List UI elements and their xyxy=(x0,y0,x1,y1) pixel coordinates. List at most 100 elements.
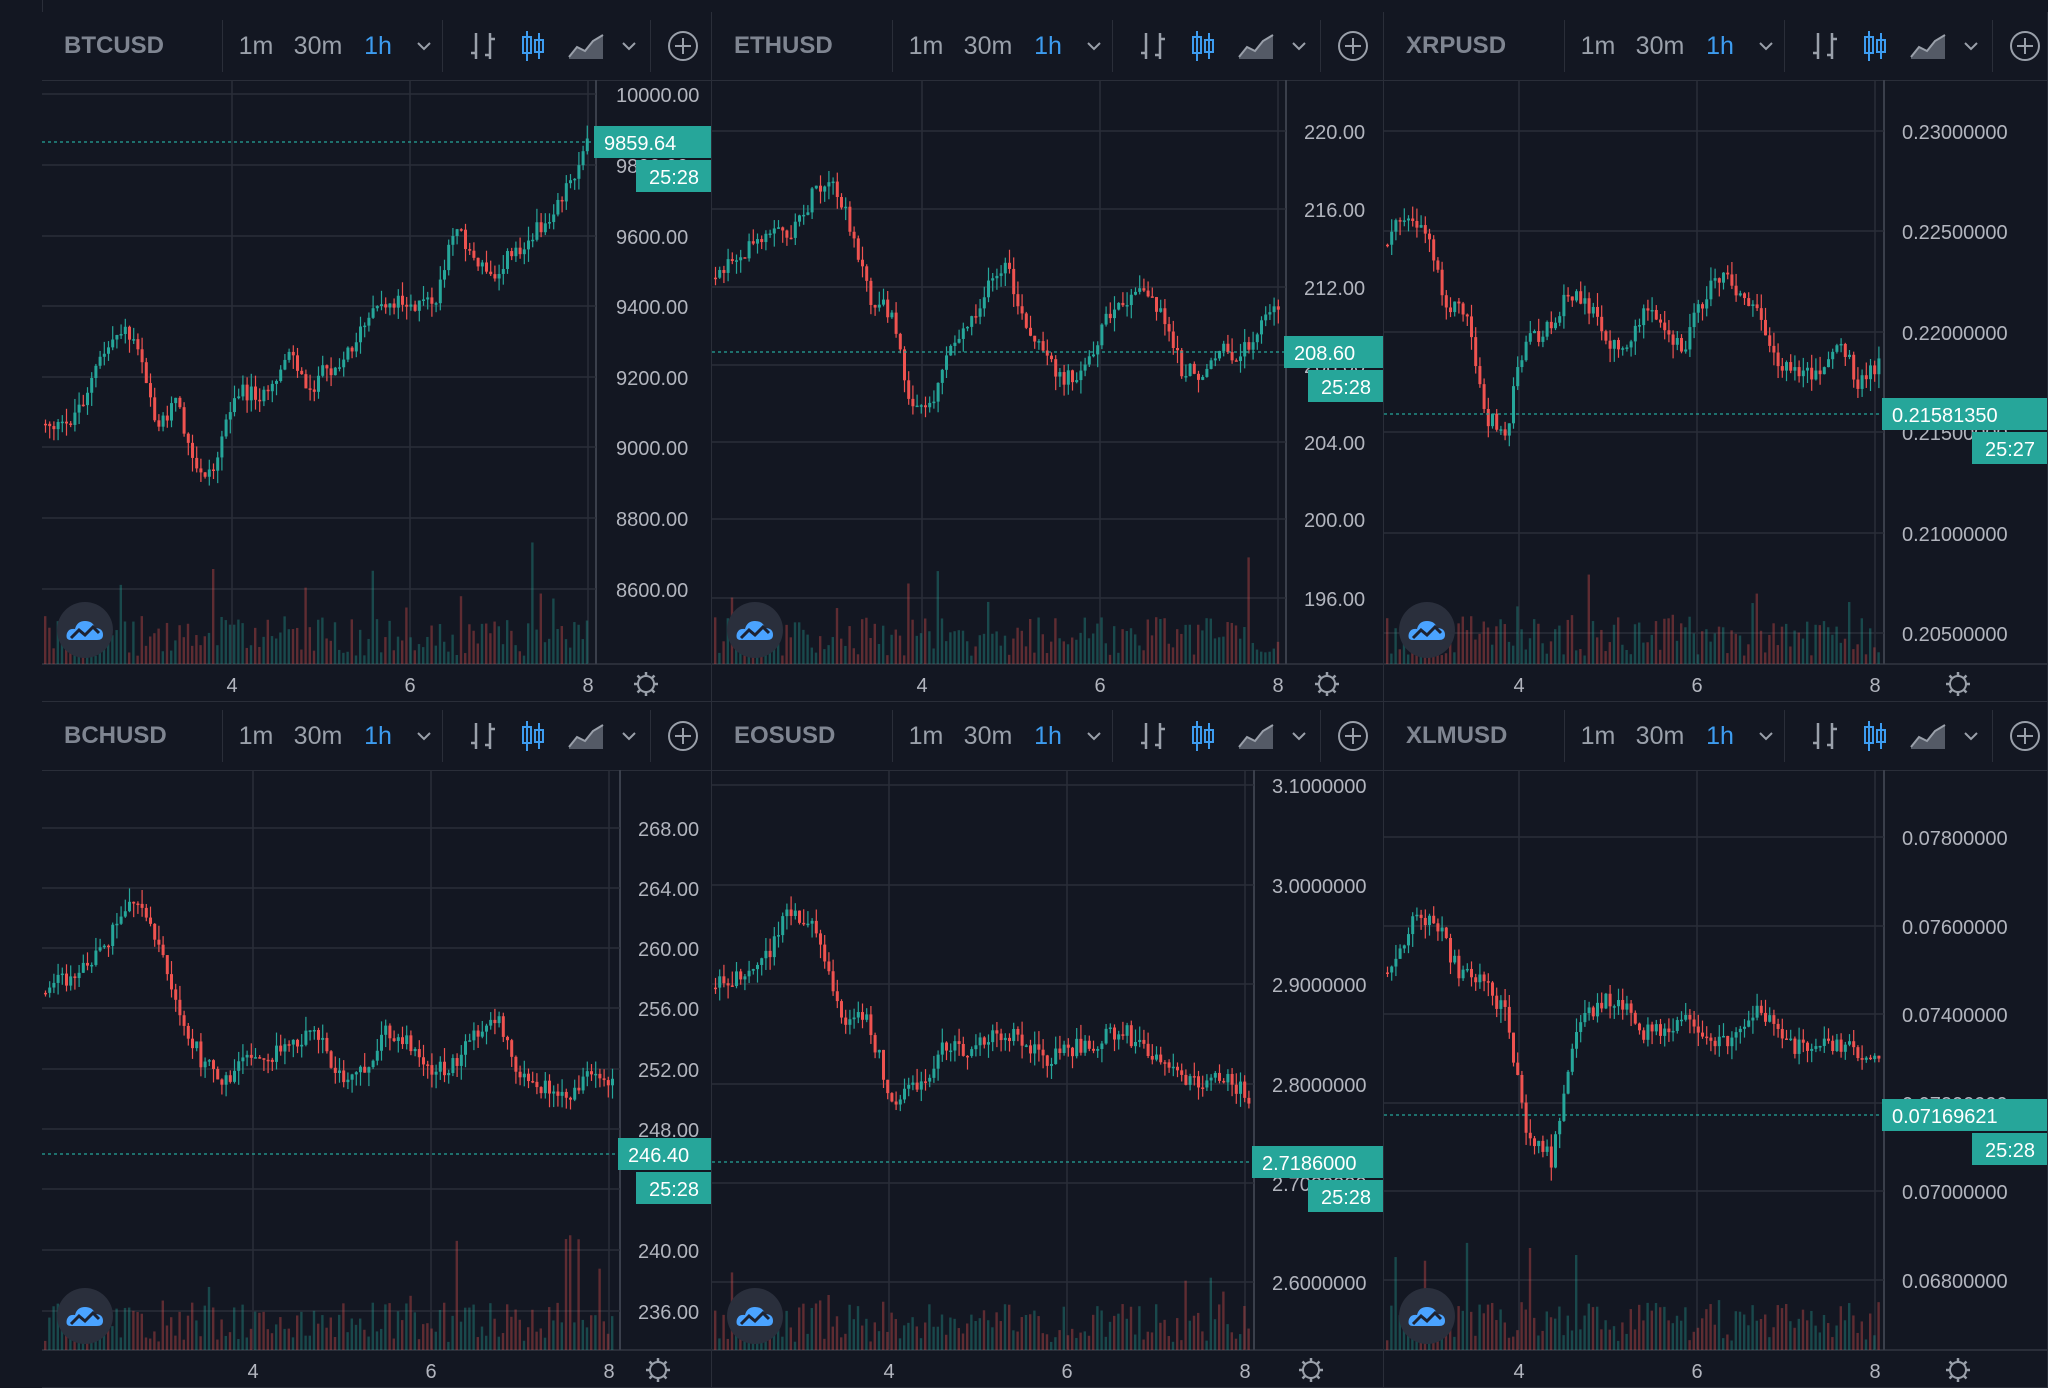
chart-type-chevron-down-icon[interactable] xyxy=(614,702,644,770)
interval-1m-button[interactable]: 1m xyxy=(908,721,944,750)
area-chart-icon[interactable] xyxy=(1900,702,1956,770)
interval-1m-button[interactable]: 1m xyxy=(1580,721,1616,750)
symbol-label[interactable]: XLMUSD xyxy=(1406,722,1508,749)
candle-chart-icon[interactable] xyxy=(1178,12,1228,80)
chart-panel-eosusd[interactable]: EOSUSD 1m 30m 1h 3.1000000 3.0000000 2.9000000… xyxy=(712,702,1384,1388)
bar-countdown-label: 25:28 xyxy=(1985,1140,2035,1162)
interval-30m-button[interactable]: 30m xyxy=(963,721,1013,750)
add-icon[interactable] xyxy=(658,702,708,770)
interval-1m-button[interactable]: 1m xyxy=(908,31,944,60)
add-icon[interactable] xyxy=(658,12,708,80)
time-tick-label: 4 xyxy=(1513,675,1524,697)
cloud-logo-icon[interactable] xyxy=(1399,1288,1455,1344)
settings-gear-icon[interactable] xyxy=(1299,1358,1323,1382)
chart-toolbar: ETHUSD 1m 30m 1h xyxy=(712,12,1383,81)
interval-1h-button[interactable]: 1h xyxy=(1034,721,1062,750)
cloud-logo-icon[interactable] xyxy=(1399,602,1455,658)
symbol-label[interactable]: BCHUSD xyxy=(64,722,167,749)
area-chart-icon[interactable] xyxy=(1228,12,1284,80)
interval-1h-button[interactable]: 1h xyxy=(364,31,392,60)
chart-panel-bchusd[interactable]: BCHUSD 1m 30m 1h 268.00 264.00 260.00 256.00 252… xyxy=(42,702,712,1388)
cloud-logo-icon[interactable] xyxy=(727,602,783,658)
interval-30m-button[interactable]: 30m xyxy=(1635,721,1685,750)
candle-chart-icon[interactable] xyxy=(1178,702,1228,770)
chart-type-chevron-down-icon[interactable] xyxy=(1956,12,1986,80)
candle-chart-icon[interactable] xyxy=(1850,12,1900,80)
price-tick-label: 0.20500000 xyxy=(1902,624,2008,646)
price-tick-label: 268.00 xyxy=(638,819,699,841)
countdown-label-bg xyxy=(636,1172,711,1204)
add-icon[interactable] xyxy=(2000,12,2047,80)
interval-chevron-down-icon[interactable] xyxy=(406,702,442,770)
bar-countdown-label: 25:28 xyxy=(649,1179,699,1201)
interval-1h-button[interactable]: 1h xyxy=(1706,31,1734,60)
interval-chevron-down-icon[interactable] xyxy=(1748,702,1784,770)
settings-gear-icon[interactable] xyxy=(634,672,658,696)
interval-30m-button[interactable]: 30m xyxy=(293,721,343,750)
interval-1m-button[interactable]: 1m xyxy=(238,31,274,60)
bar-chart-icon[interactable] xyxy=(1800,12,1850,80)
symbol-label[interactable]: XRPUSD xyxy=(1406,32,1507,59)
toolbar-divider xyxy=(442,710,443,762)
area-chart-icon[interactable] xyxy=(558,12,614,80)
symbol-label[interactable]: EOSUSD xyxy=(734,722,836,749)
price-tick-label: 212.00 xyxy=(1304,278,1365,300)
chart-type-chevron-down-icon[interactable] xyxy=(1284,702,1314,770)
chart-panel-xlmusd[interactable]: XLMUSD 1m 30m 1h 0.07800000 0.07600000 0.07400… xyxy=(1384,702,2048,1388)
cloud-logo-icon[interactable] xyxy=(57,1288,113,1344)
interval-chevron-down-icon[interactable] xyxy=(1076,702,1112,770)
interval-1h-button[interactable]: 1h xyxy=(1034,31,1062,60)
candle-chart-icon[interactable] xyxy=(508,12,558,80)
price-chart[interactable]: 268.00264.00260.00256.00252.00248.00244.… xyxy=(42,770,712,1388)
area-chart-icon[interactable] xyxy=(1228,702,1284,770)
chart-panel-xrpusd[interactable]: XRPUSD 1m 30m 1h 0.23000000 0.22500000 0.22000… xyxy=(1384,12,2048,702)
settings-gear-icon[interactable] xyxy=(646,1358,670,1382)
add-icon[interactable] xyxy=(1328,12,1378,80)
interval-chevron-down-icon[interactable] xyxy=(1076,12,1112,80)
chart-panel-ethusd[interactable]: ETHUSD1m30m1h220.00216.00212.00208.00204… xyxy=(712,12,1384,702)
symbol-label[interactable]: ETHUSD xyxy=(734,32,833,59)
candle-chart-icon[interactable] xyxy=(1850,702,1900,770)
settings-gear-icon[interactable] xyxy=(1946,672,1970,696)
price-tick-label: 204.00 xyxy=(1304,433,1365,455)
interval-chevron-down-icon[interactable] xyxy=(406,12,442,80)
settings-gear-icon[interactable] xyxy=(1315,672,1339,696)
interval-30m-button[interactable]: 30m xyxy=(1635,31,1685,60)
chart-type-chevron-down-icon[interactable] xyxy=(614,12,644,80)
price-chart[interactable]: 10000.009800.009600.009400.009200.009000… xyxy=(42,80,712,702)
price-tick-label: 200.00 xyxy=(1304,510,1365,532)
bar-chart-icon[interactable] xyxy=(458,12,508,80)
interval-1m-button[interactable]: 1m xyxy=(1580,31,1616,60)
toolbar-divider xyxy=(1992,20,1993,72)
cloud-logo-icon[interactable] xyxy=(727,1288,783,1344)
add-icon[interactable] xyxy=(1328,702,1378,770)
interval-1h-button[interactable]: 1h xyxy=(364,721,392,750)
time-tick-label: 8 xyxy=(582,675,593,697)
candle-chart-icon[interactable] xyxy=(508,702,558,770)
bar-chart-icon[interactable] xyxy=(458,702,508,770)
chart-type-chevron-down-icon[interactable] xyxy=(1956,702,1986,770)
area-chart-icon[interactable] xyxy=(1900,12,1956,80)
symbol-label[interactable]: BTCUSD xyxy=(64,32,164,59)
interval-chevron-down-icon[interactable] xyxy=(1748,12,1784,80)
add-icon[interactable] xyxy=(2000,702,2047,770)
price-chart[interactable]: 0.230000000.225000000.220000000.21500000… xyxy=(1384,80,2048,702)
price-chart[interactable]: 3.10000003.00000002.90000002.80000002.70… xyxy=(712,770,1384,1388)
settings-gear-icon[interactable] xyxy=(1946,1358,1970,1382)
chart-panel-btcusd[interactable]: BTCUSD 1m 30m 1h 10000.009800.009600.009400.… xyxy=(42,12,712,702)
time-tick-label: 4 xyxy=(226,675,237,697)
bar-chart-icon[interactable] xyxy=(1800,702,1850,770)
bar-chart-icon[interactable] xyxy=(1128,12,1178,80)
price-chart[interactable]: 220.00216.00212.00208.00204.00200.00196.… xyxy=(712,80,1384,702)
price-chart[interactable]: 0.078000000.076000000.074000000.07200000… xyxy=(1384,770,2048,1388)
bar-chart-icon[interactable] xyxy=(1128,702,1178,770)
toolbar-divider xyxy=(1564,710,1565,762)
cloud-logo-icon[interactable] xyxy=(57,602,113,658)
interval-30m-button[interactable]: 30m xyxy=(293,31,343,60)
interval-1h-button[interactable]: 1h xyxy=(1706,721,1734,750)
area-chart-icon[interactable] xyxy=(558,702,614,770)
interval-1m-button[interactable]: 1m xyxy=(238,721,274,750)
volume-bars xyxy=(1386,1242,1880,1350)
chart-type-chevron-down-icon[interactable] xyxy=(1284,12,1314,80)
interval-30m-button[interactable]: 30m xyxy=(963,31,1013,60)
